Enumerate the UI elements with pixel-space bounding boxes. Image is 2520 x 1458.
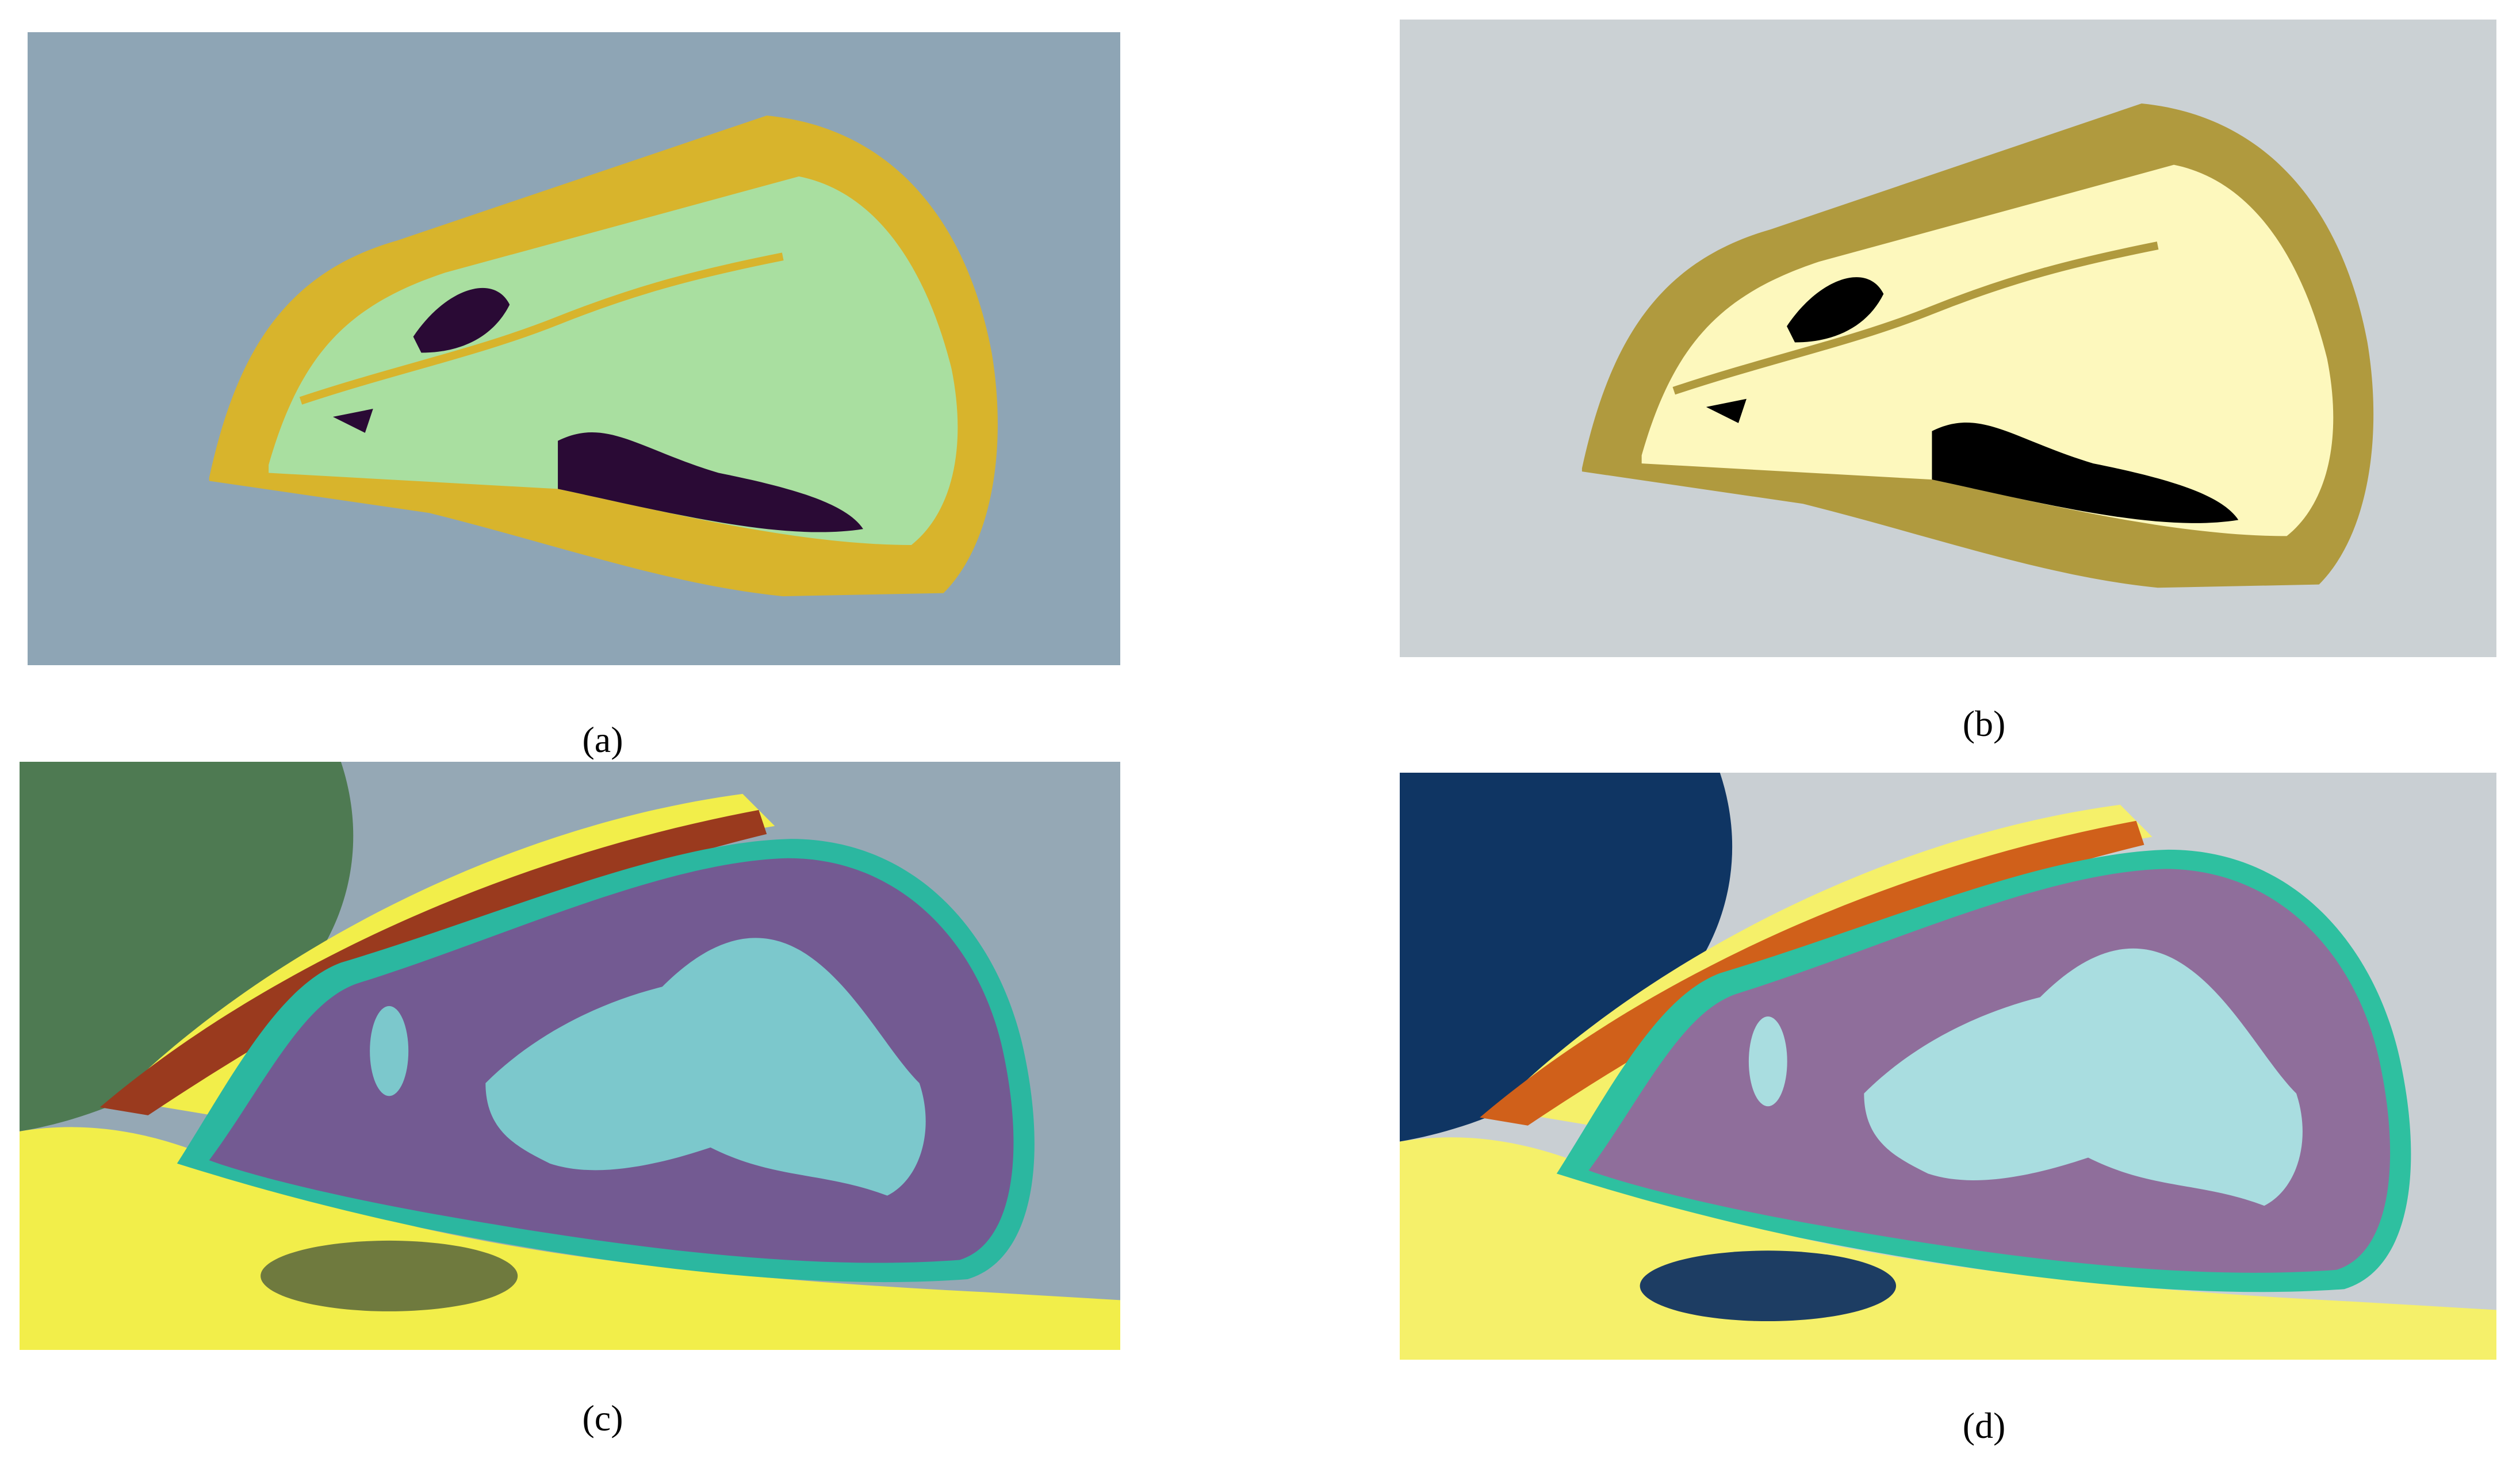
panel-label: (c) (582, 1398, 623, 1438)
map-b (1400, 20, 2496, 657)
panel-label: (b) (1962, 703, 2006, 744)
panel-label: (a) (582, 719, 623, 760)
map-a (28, 32, 1120, 665)
map-d (1400, 773, 2496, 1360)
panel-label: (d) (1962, 1405, 2006, 1446)
map-c (20, 762, 1120, 1350)
